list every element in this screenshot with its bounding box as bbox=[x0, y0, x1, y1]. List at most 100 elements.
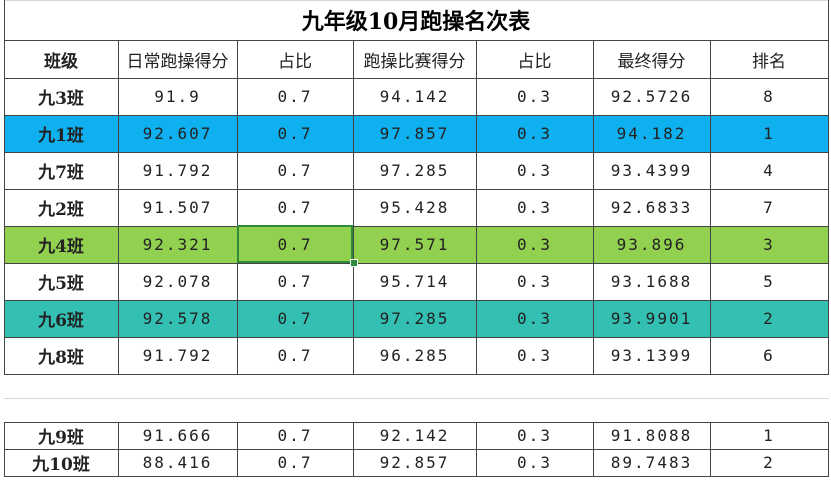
value-cell[interactable]: 0.3 bbox=[517, 124, 552, 143]
class-cell[interactable]: 九10班 bbox=[32, 455, 90, 475]
value-cell[interactable]: 93.1399 bbox=[610, 346, 693, 365]
grid-line bbox=[237, 422, 238, 476]
value-cell[interactable]: 89.7483 bbox=[610, 453, 693, 472]
value-cell[interactable]: 92.578 bbox=[142, 309, 213, 328]
header-cell[interactable]: 日常跑操得分 bbox=[126, 51, 229, 72]
value-cell[interactable]: 5 bbox=[763, 272, 775, 291]
class-cell[interactable]: 九7班 bbox=[38, 163, 84, 183]
value-cell[interactable]: 92.142 bbox=[379, 426, 450, 445]
class-cell[interactable]: 九8班 bbox=[38, 348, 84, 368]
value-cell[interactable]: 93.1688 bbox=[610, 272, 693, 291]
value-cell[interactable]: 0.7 bbox=[277, 124, 313, 143]
value-cell[interactable]: 0.3 bbox=[517, 87, 552, 106]
cell-selection bbox=[237, 225, 353, 263]
value-cell[interactable]: 95.714 bbox=[379, 272, 450, 291]
value-cell[interactable]: 0.3 bbox=[517, 346, 552, 365]
header-cell[interactable]: 最终得分 bbox=[617, 51, 686, 72]
value-cell[interactable]: 91.8088 bbox=[610, 426, 693, 445]
value-cell[interactable]: 91.666 bbox=[142, 426, 213, 445]
grid-line bbox=[353, 422, 354, 476]
header-cell[interactable]: 占比 bbox=[278, 51, 312, 72]
value-cell[interactable]: 1 bbox=[763, 124, 775, 143]
grid-line bbox=[593, 422, 594, 476]
grid-line bbox=[4, 152, 829, 153]
grid-line bbox=[4, 374, 829, 375]
value-cell[interactable]: 91.792 bbox=[142, 346, 213, 365]
value-cell[interactable]: 96.285 bbox=[379, 346, 450, 365]
grid-line bbox=[237, 40, 238, 374]
value-cell[interactable]: 94.142 bbox=[379, 87, 450, 106]
class-cell[interactable]: 九9班 bbox=[38, 428, 84, 448]
fill-handle[interactable] bbox=[350, 259, 358, 267]
class-cell[interactable]: 九3班 bbox=[38, 89, 84, 109]
header-cell[interactable]: 占比 bbox=[517, 51, 552, 72]
value-cell[interactable]: 92.857 bbox=[379, 453, 450, 472]
grid-line bbox=[118, 40, 119, 374]
value-cell[interactable]: 94.182 bbox=[616, 124, 687, 143]
table-title: 九年级10月跑操名次表 bbox=[301, 9, 531, 35]
value-cell[interactable]: 4 bbox=[763, 161, 775, 180]
grid-line bbox=[4, 0, 5, 40]
value-cell[interactable]: 2 bbox=[763, 453, 775, 472]
class-cell[interactable]: 九6班 bbox=[38, 311, 84, 331]
value-cell[interactable]: 0.7 bbox=[277, 426, 313, 445]
grid-line bbox=[4, 476, 829, 477]
class-cell[interactable]: 九2班 bbox=[38, 200, 84, 220]
header-cell[interactable]: 排名 bbox=[752, 51, 786, 72]
grid-line bbox=[118, 422, 119, 476]
value-cell[interactable]: 97.857 bbox=[379, 124, 450, 143]
grid-line bbox=[4, 398, 829, 399]
row-highlight bbox=[4, 226, 828, 263]
value-cell[interactable]: 92.078 bbox=[142, 272, 213, 291]
value-cell[interactable]: 0.3 bbox=[517, 453, 552, 472]
grid-line bbox=[4, 337, 829, 338]
value-cell[interactable]: 8 bbox=[763, 87, 775, 106]
grid-line bbox=[710, 422, 711, 476]
value-cell[interactable]: 0.7 bbox=[277, 346, 313, 365]
value-cell[interactable]: 92.5726 bbox=[610, 87, 693, 106]
grid-line bbox=[4, 300, 829, 301]
header-cell[interactable]: 班级 bbox=[44, 51, 78, 72]
value-cell[interactable]: 97.285 bbox=[379, 309, 450, 328]
grid-line bbox=[4, 115, 829, 116]
value-cell[interactable]: 0.7 bbox=[277, 235, 313, 254]
value-cell[interactable]: 0.3 bbox=[517, 426, 552, 445]
value-cell[interactable]: 91.507 bbox=[142, 198, 213, 217]
value-cell[interactable]: 0.7 bbox=[277, 272, 313, 291]
value-cell[interactable]: 0.7 bbox=[277, 198, 313, 217]
row-highlight bbox=[4, 115, 828, 152]
value-cell[interactable]: 93.896 bbox=[616, 235, 687, 254]
value-cell[interactable]: 7 bbox=[763, 198, 775, 217]
value-cell[interactable]: 0.7 bbox=[277, 161, 313, 180]
value-cell[interactable]: 97.285 bbox=[379, 161, 450, 180]
grid-line bbox=[828, 422, 829, 476]
class-cell[interactable]: 九5班 bbox=[38, 274, 84, 294]
value-cell[interactable]: 0.7 bbox=[277, 309, 313, 328]
value-cell[interactable]: 0.7 bbox=[277, 87, 313, 106]
value-cell[interactable]: 0.3 bbox=[517, 272, 552, 291]
value-cell[interactable]: 88.416 bbox=[142, 453, 213, 472]
class-cell[interactable]: 九4班 bbox=[38, 237, 84, 257]
value-cell[interactable]: 3 bbox=[763, 235, 775, 254]
header-cell[interactable]: 跑操比赛得分 bbox=[363, 51, 466, 72]
value-cell[interactable]: 95.428 bbox=[379, 198, 450, 217]
value-cell[interactable]: 92.321 bbox=[142, 235, 213, 254]
value-cell[interactable]: 91.792 bbox=[142, 161, 213, 180]
value-cell[interactable]: 93.4399 bbox=[610, 161, 693, 180]
value-cell[interactable]: 97.571 bbox=[379, 235, 450, 254]
value-cell[interactable]: 0.3 bbox=[517, 309, 552, 328]
value-cell[interactable]: 91.9 bbox=[154, 87, 201, 106]
value-cell[interactable]: 0.3 bbox=[517, 235, 552, 254]
value-cell[interactable]: 0.3 bbox=[517, 161, 552, 180]
class-cell[interactable]: 九1班 bbox=[38, 126, 84, 146]
value-cell[interactable]: 92.607 bbox=[142, 124, 213, 143]
value-cell[interactable]: 93.9901 bbox=[610, 309, 693, 328]
value-cell[interactable]: 92.6833 bbox=[610, 198, 693, 217]
value-cell[interactable]: 6 bbox=[763, 346, 775, 365]
value-cell[interactable]: 0.7 bbox=[277, 453, 313, 472]
value-cell[interactable]: 0.3 bbox=[517, 198, 552, 217]
value-cell[interactable]: 2 bbox=[763, 309, 775, 328]
grid-line bbox=[4, 263, 829, 264]
value-cell[interactable]: 1 bbox=[763, 426, 775, 445]
